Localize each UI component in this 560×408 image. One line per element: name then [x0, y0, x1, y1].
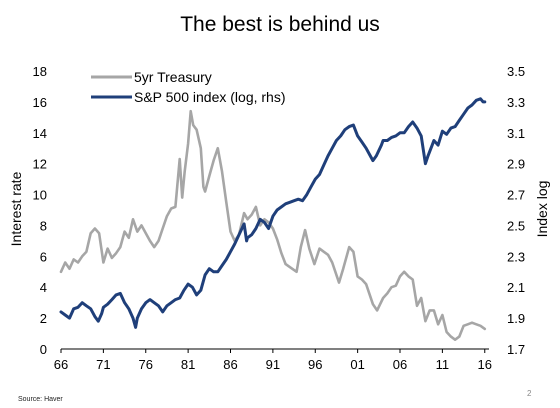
x-tick-label: 11 [436, 357, 450, 372]
y-tick-label: 6 [40, 249, 47, 264]
y-tick-label: 16 [33, 95, 47, 110]
y2-tick-label: 2.1 [507, 280, 525, 295]
y-tick-label: 0 [40, 342, 47, 357]
x-tick-label: 16 [478, 357, 492, 372]
x-tick-label: 91 [266, 357, 280, 372]
x-tick-label: 01 [350, 357, 364, 372]
x-tick-label: 76 [139, 357, 153, 372]
x-tick-label: 81 [181, 357, 195, 372]
y-tick-label: 2 [40, 311, 47, 326]
y-tick-label: 8 [40, 218, 47, 233]
x-tick-labels: 66 71 76 81 86 91 96 01 06 11 16 [54, 349, 492, 372]
y-tick-labels: 0 2 4 6 8 10 12 14 16 18 [33, 64, 47, 357]
legend: 5yr Treasury S&P 500 index (log, rhs) [91, 69, 286, 105]
y2-tick-label: 1.9 [507, 311, 525, 326]
y2-tick-label: 2.7 [507, 188, 525, 203]
y-axis-title: Interest rate [8, 171, 24, 246]
x-tick-label: 71 [96, 357, 110, 372]
y-tick-label: 14 [33, 126, 47, 141]
series-group [59, 97, 487, 341]
legend-label-treasury: 5yr Treasury [134, 69, 212, 85]
y-tick-label: 4 [40, 280, 47, 295]
y2-tick-label: 1.7 [507, 342, 525, 357]
y2-tick-label: 2.5 [507, 218, 525, 233]
source-note: Source: Haver [18, 396, 63, 403]
y2-tick-label: 2.9 [507, 157, 525, 172]
y2-axis-title: Index log [534, 181, 550, 238]
x-tick-label: 86 [223, 357, 237, 372]
page-title: The best is behind us [180, 13, 380, 36]
y2-tick-labels: 1.7 1.9 2.1 2.3 2.5 2.7 2.9 3.1 3.3 3.5 [507, 64, 525, 357]
y2-tick-label: 2.3 [507, 249, 525, 264]
y-tick-label: 12 [33, 157, 47, 172]
y-tick-label: 18 [33, 64, 47, 79]
legend-label-sp500: S&P 500 index (log, rhs) [134, 89, 286, 105]
series-line-sp500 [59, 97, 487, 329]
x-tick-label: 66 [54, 357, 68, 372]
series-line-treasury [59, 109, 487, 341]
x-tick-label: 96 [308, 357, 322, 372]
y2-tick-label: 3.5 [507, 64, 525, 79]
y2-tick-label: 3.1 [507, 126, 525, 141]
page-number: 2 [527, 389, 532, 398]
y2-tick-label: 3.3 [507, 95, 525, 110]
y-tick-label: 10 [33, 188, 47, 203]
x-tick-label: 06 [393, 357, 407, 372]
